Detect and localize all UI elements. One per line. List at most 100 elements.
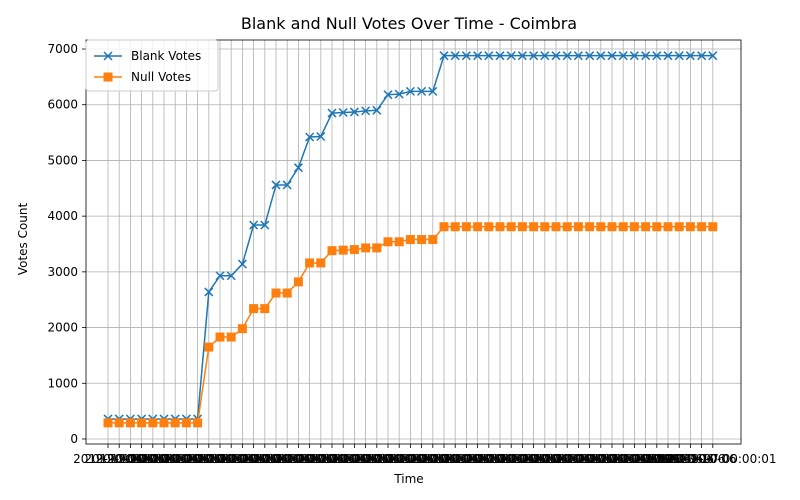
x-tick-label: 2019-10-06	[521, 452, 591, 466]
legend-frame	[85, 39, 219, 92]
data-point	[417, 235, 427, 245]
data-point	[641, 51, 651, 61]
data-point	[428, 86, 438, 96]
data-point	[249, 220, 259, 230]
data-point	[327, 246, 337, 256]
legend-label: Null Votes	[131, 70, 191, 84]
marker-stroke	[674, 51, 684, 61]
data-point	[405, 86, 415, 96]
x-tick-label: 2019-10-06	[499, 452, 569, 466]
x-tick-label: 2019-10-06	[432, 452, 502, 466]
x-tick-label: 2019-10-06	[84, 452, 154, 466]
x-tick-label: 2019-10-06	[96, 452, 166, 466]
marker-stroke	[327, 108, 337, 118]
data-point	[260, 304, 270, 314]
x-tick-label: 2019-10-06	[510, 452, 580, 466]
data-point	[361, 106, 371, 116]
x-tick-label: 2019-10-06	[230, 452, 300, 466]
marker-stroke	[372, 105, 382, 115]
x-tick-label: 2019-10-06	[577, 452, 647, 466]
data-point	[293, 163, 303, 173]
marker-stroke	[484, 51, 494, 61]
legend-entry: Null Votes	[94, 70, 191, 84]
x-tick-label: 2019-10-06	[163, 452, 233, 466]
marker-stroke	[260, 220, 270, 230]
marker-stroke	[439, 51, 449, 61]
data-point	[663, 222, 673, 232]
data-point	[551, 222, 561, 232]
marker-stroke	[405, 86, 415, 96]
data-point	[159, 418, 169, 428]
data-point	[629, 51, 639, 61]
data-point	[293, 277, 303, 287]
data-point	[215, 271, 225, 281]
data-point	[148, 418, 158, 428]
data-point	[417, 86, 427, 96]
marker-stroke	[685, 51, 695, 61]
data-point	[674, 51, 684, 61]
marker-stroke	[204, 287, 214, 297]
data-point	[596, 222, 606, 232]
data-point	[708, 51, 718, 61]
legend-entry: Blank Votes	[94, 49, 201, 63]
x-tick-label: 2019-10-06	[286, 452, 356, 466]
data-point	[551, 51, 561, 61]
data-point	[697, 222, 707, 232]
y-tick-label: 3000	[47, 265, 78, 279]
data-point	[338, 245, 348, 255]
x-tick-label: 2019-10-06	[264, 452, 334, 466]
marker-stroke	[338, 107, 348, 118]
data-point	[540, 222, 550, 232]
y-axis-label: Votes Count	[16, 203, 30, 276]
x-tick-label: 2019-10-06	[644, 452, 714, 466]
marker-stroke	[585, 51, 595, 61]
data-point	[204, 342, 214, 352]
marker-stroke	[237, 259, 247, 269]
data-point	[249, 304, 259, 314]
x-tick-label: 2019-10-06	[219, 452, 289, 466]
data-point	[484, 51, 494, 61]
marker-stroke	[305, 132, 315, 142]
marker-stroke	[249, 220, 259, 230]
data-point	[260, 220, 270, 230]
x-tick-label: 2019-10-06	[152, 452, 222, 466]
x-axis-label: Time	[393, 472, 423, 486]
marker-stroke	[271, 180, 281, 190]
legend: Blank Votes Null Votes	[85, 39, 219, 92]
marker-stroke	[517, 51, 527, 61]
y-tick-label: 0	[70, 432, 78, 446]
x-tick-label: 2019-10-06	[241, 452, 311, 466]
data-point	[327, 108, 337, 118]
data-point	[349, 107, 359, 117]
data-point	[697, 51, 707, 61]
chart-title: Blank and Null Votes Over Time - Coimbra	[241, 14, 577, 33]
data-point	[282, 180, 292, 190]
data-point	[271, 288, 281, 298]
x-tick-label: 2019-10-06	[443, 452, 513, 466]
data-point	[204, 287, 214, 297]
marker-stroke	[316, 131, 326, 142]
data-point	[652, 222, 662, 232]
marker-stroke	[540, 51, 550, 61]
x-tick-label: 2019-10-06	[174, 452, 244, 466]
x-tick-label: 2019-10-06	[297, 452, 367, 466]
x-tick-label: 2019-10-06	[129, 452, 199, 466]
x-tick-label: 2019-10-06	[398, 452, 468, 466]
data-point	[585, 222, 595, 232]
marker-stroke	[652, 51, 662, 61]
marker-stroke	[383, 90, 393, 100]
x-tick-label: 2019-10-06	[331, 452, 401, 466]
y-tick-label: 5000	[47, 153, 78, 167]
x-tick-label: 2019-10-06	[667, 452, 737, 466]
data-point	[495, 222, 505, 232]
data-point	[383, 237, 393, 247]
x-tick-label: 2019-10-06	[308, 452, 378, 466]
x-tick-label: 2019-10-06	[107, 452, 177, 466]
data-point	[215, 332, 225, 342]
data-point	[372, 105, 382, 115]
x-tick-label: 2019-10-06	[600, 452, 670, 466]
x-tick-label: 2019-10-06	[588, 452, 658, 466]
data-point	[607, 222, 617, 232]
marker-stroke	[394, 89, 404, 99]
